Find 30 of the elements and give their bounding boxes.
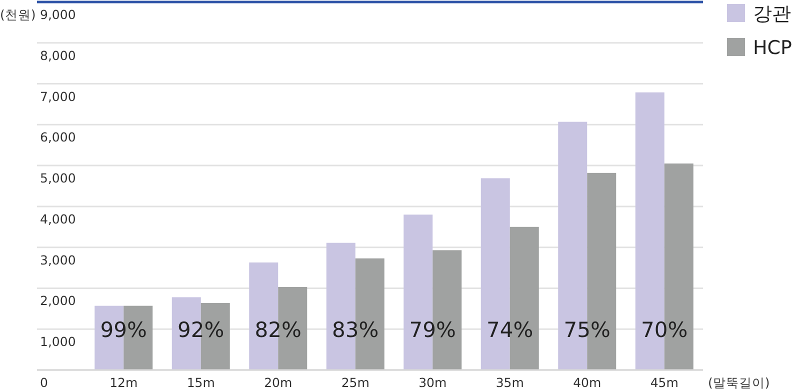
annotation: 83% [332, 318, 379, 342]
legend-label: 강관 [753, 3, 791, 25]
x-axis-title: (말뚝길이) [708, 375, 770, 390]
y-tick-label: 1,000 [40, 334, 76, 350]
x-tick-label: 45m [650, 375, 678, 390]
x-tick-label: 35m [496, 375, 524, 390]
annotation: 82% [254, 318, 302, 342]
y-tick-label: 8,000 [40, 48, 76, 63]
y-tick-label: 9,000 [40, 7, 76, 22]
y-tick-label: 6,000 [40, 130, 76, 145]
y-axis-title: (천원) [0, 7, 36, 22]
x-tick-label: 40m [573, 375, 602, 390]
annotation: 75% [564, 318, 610, 342]
annotation: 79% [409, 318, 456, 342]
annotation: 92% [178, 318, 224, 342]
annotation: 74% [486, 318, 534, 342]
x-tick-label: 25m [341, 375, 370, 390]
x-tick-label: 15m [186, 375, 215, 390]
y-tick-label: 4,000 [40, 211, 76, 226]
x-tick-label: 20m [264, 375, 292, 390]
y-tick-label: 0 [40, 375, 48, 390]
x-tick-label: 12m [110, 375, 138, 390]
annotation: 70% [641, 318, 688, 342]
legend-label: HCP [753, 37, 792, 59]
y-tick-label: 3,000 [40, 252, 76, 268]
annotation: 99% [100, 318, 147, 342]
y-tick-label: 5,000 [40, 170, 76, 186]
x-tick-label: 30m [418, 375, 447, 390]
y-tick-label: 7,000 [40, 88, 76, 104]
y-tick-label: 2,000 [40, 293, 76, 308]
